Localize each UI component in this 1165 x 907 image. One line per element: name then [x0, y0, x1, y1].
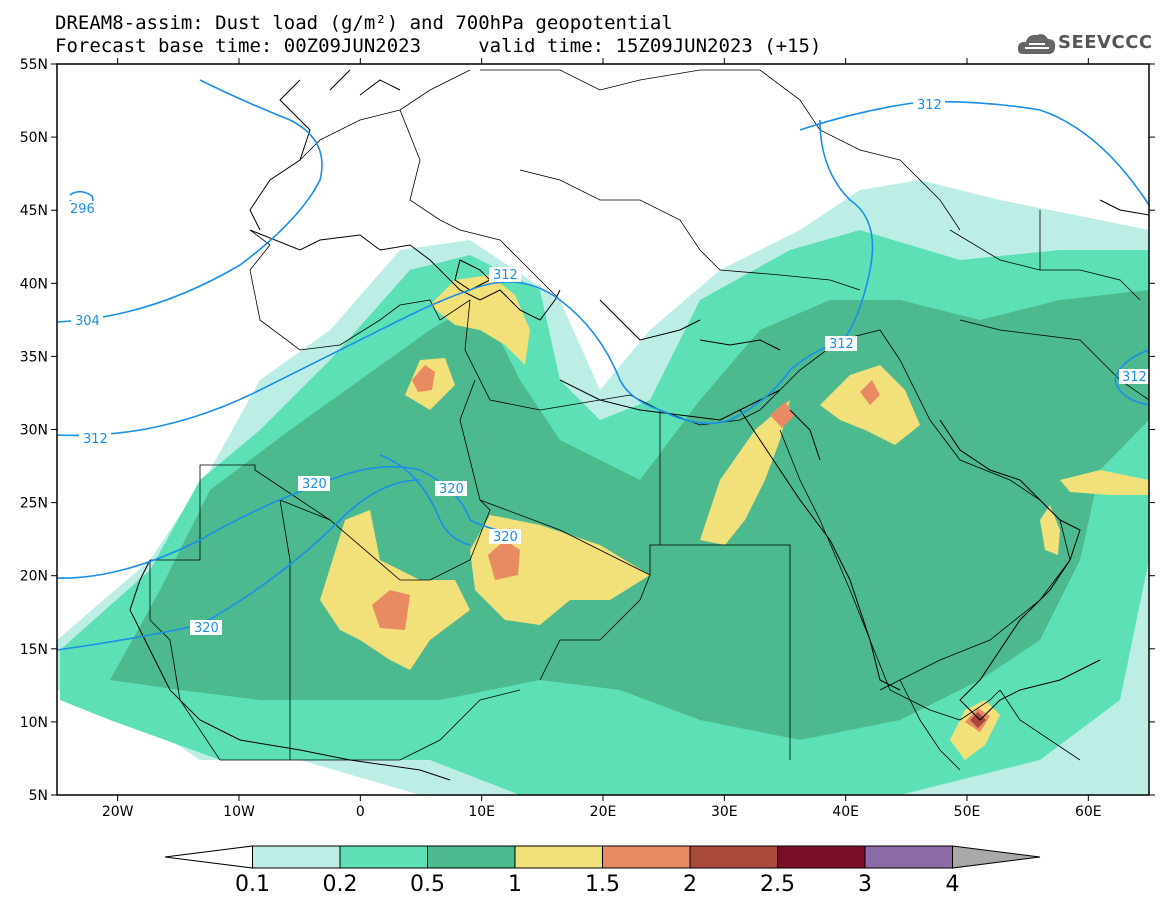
dust-level-1.5-f [770, 402, 795, 428]
contour-320 [57, 454, 521, 651]
dust-level-2 [970, 712, 986, 728]
colorbar-swatch [514, 845, 603, 869]
contour-label: 320 [302, 477, 327, 492]
contour-label: 320 [493, 530, 518, 545]
colorbar-right-arrow [952, 845, 1041, 869]
lon-tick-label: 20W [102, 804, 134, 820]
dust-level-1-sardinia [430, 275, 530, 365]
dust-level-1-oman [1040, 505, 1060, 555]
dust-level-1-egypt [700, 400, 790, 545]
colorbar-label: 0.2 [323, 872, 358, 897]
colorbar-swatch [602, 845, 691, 869]
lon-tick-label: 30E [711, 804, 738, 820]
colorbar-label: 0.1 [235, 872, 270, 897]
lat-tick-label: 10N [20, 715, 48, 731]
contour-label: 312 [1122, 370, 1147, 385]
colorbar-swatch [689, 845, 778, 869]
dust-level-1-pakistan [1060, 470, 1149, 495]
lat-tick-label: 40N [20, 276, 48, 292]
dust-level-1.5-c [412, 365, 435, 392]
contour-304 [57, 79, 323, 323]
dust-level-1.5-b [488, 540, 520, 580]
colorbar-swatch [252, 845, 341, 869]
contour-label: 296 [70, 202, 95, 217]
dust-level-1.5-a [372, 590, 410, 630]
dust-level-1-west [320, 510, 470, 670]
lon-tick-label: 40E [832, 804, 859, 820]
colorbar-label: 2 [683, 872, 697, 897]
latitude-axis: 55N 50N 45N 40N 35N 30N 25N 20N 15N 10N 5N [20, 57, 1155, 804]
lat-tick-label: 55N [20, 57, 48, 73]
colorbar-label: 4 [946, 872, 960, 897]
colorbar-label: 1.5 [585, 872, 620, 897]
colorbar-left-arrow [164, 845, 253, 869]
colorbar-label: 3 [858, 872, 872, 897]
contour-label: 312 [83, 432, 108, 447]
lat-tick-label: 45N [20, 203, 48, 219]
lon-tick-label: 10W [223, 804, 255, 820]
contour-label: 312 [493, 268, 518, 283]
map-area: 296 304 312 312 312 312 312 320 320 320 … [57, 64, 1149, 795]
colorbar-swatch [427, 845, 516, 869]
lon-tick-label: 60E [1075, 804, 1102, 820]
coastlines [129, 69, 1149, 781]
lon-tick-label: 50E [954, 804, 981, 820]
lat-tick-label: 15N [20, 642, 48, 658]
seevccc-cloud-logo-icon [1017, 34, 1056, 54]
contour-label: 304 [75, 314, 100, 329]
dust-level-1.5-e [860, 380, 880, 405]
lat-tick-label: 20N [20, 569, 48, 585]
lon-tick-label: 20E [590, 804, 617, 820]
colorbar-label: 2.5 [760, 872, 795, 897]
logo-text: SEEVCCC [1058, 32, 1153, 53]
colorbar-swatch [339, 845, 428, 869]
lon-tick-label: 10E [468, 804, 495, 820]
colorbar-swatch [864, 845, 953, 869]
lat-tick-label: 35N [20, 349, 48, 365]
map-title-line2: Forecast base time: 00Z09JUN2023 valid t… [55, 35, 822, 57]
contour-312-north [799, 100, 1149, 206]
contour-label: 320 [194, 621, 219, 636]
lat-tick-label: 25N [20, 496, 48, 512]
contour-label: 312 [917, 98, 942, 113]
country-borders [149, 69, 1149, 771]
contour-labels: 296 304 312 312 312 312 312 320 320 320 … [66, 97, 1149, 636]
colorbar-label: 1 [508, 872, 522, 897]
map-title-line1: DREAM8-assim: Dust load (g/m²) and 700hP… [55, 12, 673, 34]
contour-label: 320 [439, 482, 464, 497]
contour-312-east [1114, 349, 1149, 406]
dust-field [57, 180, 1149, 795]
lat-tick-label: 5N [29, 788, 48, 804]
contour-label: 312 [829, 337, 854, 352]
geopotential-contours [57, 79, 1149, 651]
longitude-axis: 20W 10W 0 10E 20E 30E 40E 50E 60E [102, 58, 1102, 820]
colorbar-label: 0.5 [410, 872, 445, 897]
lon-tick-label: 0 [356, 804, 365, 820]
contour-312-west [57, 119, 874, 437]
colorbar: 0.1 0.2 0.5 1 1.5 2 2.5 3 4 [164, 845, 1041, 897]
lat-tick-label: 30N [20, 423, 48, 439]
lat-tick-label: 50N [20, 130, 48, 146]
colorbar-swatch [777, 845, 866, 869]
